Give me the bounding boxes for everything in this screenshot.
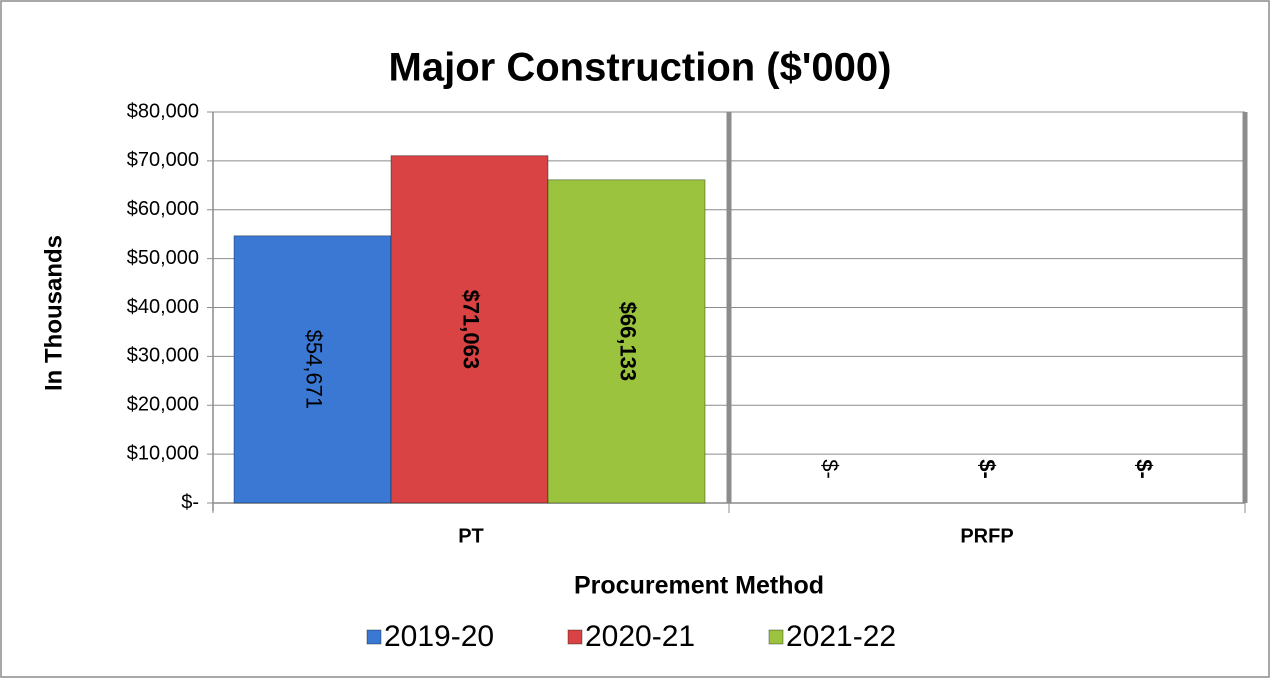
y-tick-label: $10,000 — [127, 442, 199, 464]
legend-swatch — [768, 629, 784, 645]
y-tick-label: $- — [181, 491, 199, 513]
legend-label: 2019-20 — [384, 620, 494, 653]
y-tick-label: $60,000 — [127, 198, 199, 220]
legend-swatch — [366, 629, 382, 645]
legend-label: 2021-22 — [786, 620, 896, 653]
y-tick-label: $70,000 — [127, 149, 199, 171]
data-label: $54,671 — [302, 330, 327, 410]
data-label: $- — [1132, 459, 1157, 479]
y-tick-label: $30,000 — [127, 345, 199, 367]
data-label: $- — [975, 459, 1000, 479]
x-tick-label: PRFP — [960, 525, 1013, 547]
x-axis-title: Procurement Method — [574, 572, 824, 600]
y-tick-label: $40,000 — [127, 296, 199, 318]
data-label: $71,063 — [459, 290, 484, 370]
data-label: $- — [818, 459, 843, 479]
data-label: $66,133 — [616, 302, 641, 382]
x-tick-label: PT — [458, 525, 484, 547]
y-tick-label: $20,000 — [127, 394, 199, 416]
legend-label: 2020-21 — [585, 620, 695, 653]
bar — [390, 155, 549, 504]
y-tick-label: $50,000 — [127, 247, 199, 269]
y-tick-label: $80,000 — [127, 100, 199, 122]
chart-title: Major Construction ($'000) — [389, 46, 892, 90]
bar — [547, 179, 706, 504]
y-axis-title: In Thousands — [40, 235, 67, 391]
bar — [233, 235, 392, 504]
legend-swatch — [567, 629, 583, 645]
